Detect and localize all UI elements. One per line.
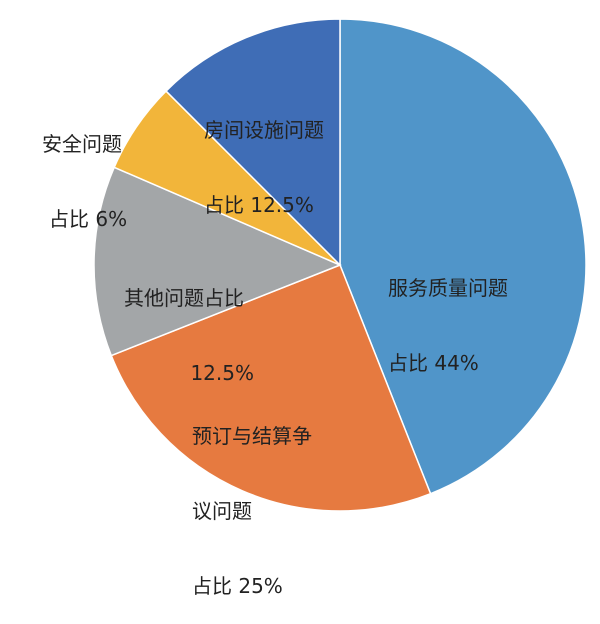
- label-other: 其他问题占比 12.5%: [124, 236, 254, 411]
- pie-slice-service: [339, 18, 587, 495]
- label-service-name: 服务质量问题: [388, 276, 508, 300]
- label-safety-share: 占比 6%: [49, 207, 128, 231]
- label-facility-share: 占比 12.5%: [204, 193, 314, 217]
- label-other-share: 12.5%: [190, 361, 254, 385]
- label-safety-name: 安全问题: [42, 132, 122, 156]
- label-facility: 房间设施问题 占比 12.5%: [204, 68, 324, 243]
- label-service-share: 占比 44%: [388, 351, 479, 375]
- label-safety: 安全问题 占比 6%: [42, 82, 127, 257]
- label-service: 服务质量问题 占比 44%: [388, 226, 508, 401]
- label-booking-name-2: 议问题: [192, 499, 252, 523]
- pie-slice-other: [93, 166, 342, 357]
- label-facility-name: 房间设施问题: [204, 118, 324, 142]
- label-booking: 预订与结算争 议问题 占比 25%: [192, 374, 312, 624]
- label-booking-name-1: 预订与结算争: [192, 424, 312, 448]
- pie-slice-facility: [164, 18, 341, 267]
- label-other-name: 其他问题占比: [124, 286, 244, 310]
- label-booking-share: 占比 25%: [192, 574, 283, 598]
- pie-slice-booking: [110, 264, 432, 512]
- pie-chart: [93, 18, 587, 512]
